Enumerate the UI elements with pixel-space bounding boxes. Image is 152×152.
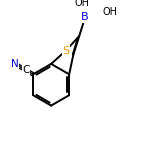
- Text: OH: OH: [74, 0, 89, 8]
- Text: OH: OH: [102, 7, 117, 17]
- Text: S: S: [62, 46, 69, 56]
- Text: C: C: [22, 65, 30, 75]
- Text: B: B: [81, 12, 89, 22]
- Text: N: N: [11, 59, 19, 69]
